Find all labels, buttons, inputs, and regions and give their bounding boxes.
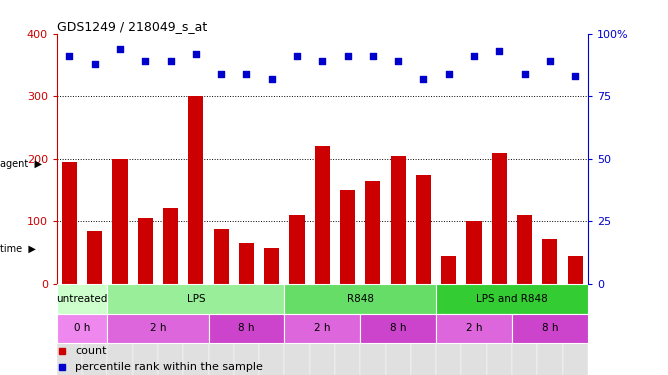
- Text: untreated: untreated: [56, 294, 108, 304]
- Bar: [208, 284, 234, 375]
- Point: [444, 71, 454, 77]
- Bar: [436, 314, 512, 343]
- Bar: [365, 181, 381, 284]
- Point: [140, 58, 151, 64]
- Bar: [517, 215, 532, 284]
- Bar: [391, 156, 405, 284]
- Bar: [492, 153, 507, 284]
- Bar: [537, 284, 562, 375]
- Bar: [335, 284, 360, 375]
- Bar: [188, 96, 204, 284]
- Bar: [512, 284, 537, 375]
- Bar: [462, 284, 487, 375]
- Bar: [214, 229, 228, 284]
- Bar: [108, 314, 208, 343]
- Point: [367, 53, 378, 59]
- Bar: [360, 284, 385, 375]
- Point: [165, 58, 176, 64]
- Point: [519, 71, 530, 77]
- Point: [342, 53, 353, 59]
- Text: LPS: LPS: [186, 294, 205, 304]
- Text: 2 h: 2 h: [314, 323, 331, 333]
- Bar: [108, 284, 133, 375]
- Bar: [163, 208, 178, 284]
- Bar: [57, 284, 108, 314]
- Point: [418, 76, 429, 82]
- Point: [267, 76, 277, 82]
- Bar: [360, 314, 436, 343]
- Text: 8 h: 8 h: [238, 323, 255, 333]
- Text: percentile rank within the sample: percentile rank within the sample: [75, 362, 263, 372]
- Point: [64, 53, 75, 59]
- Bar: [138, 218, 153, 284]
- Point: [115, 46, 126, 52]
- Bar: [568, 256, 582, 284]
- Bar: [57, 314, 108, 343]
- Bar: [259, 284, 285, 375]
- Bar: [542, 239, 558, 284]
- Bar: [285, 314, 360, 343]
- Text: 8 h: 8 h: [542, 323, 558, 333]
- Bar: [234, 284, 259, 375]
- Text: 2 h: 2 h: [466, 323, 482, 333]
- Bar: [183, 284, 208, 375]
- Point: [393, 58, 403, 64]
- Bar: [158, 284, 183, 375]
- Bar: [82, 284, 108, 375]
- Point: [570, 73, 580, 79]
- Bar: [239, 243, 254, 284]
- Bar: [385, 284, 411, 375]
- Point: [494, 48, 505, 54]
- Bar: [487, 284, 512, 375]
- Bar: [87, 231, 102, 284]
- Point: [241, 71, 252, 77]
- Bar: [310, 284, 335, 375]
- Point: [90, 61, 100, 67]
- Text: GDS1249 / 218049_s_at: GDS1249 / 218049_s_at: [57, 20, 207, 33]
- Text: 8 h: 8 h: [390, 323, 406, 333]
- Bar: [436, 284, 462, 375]
- Bar: [108, 284, 285, 314]
- Bar: [62, 162, 77, 284]
- Text: LPS and R848: LPS and R848: [476, 294, 548, 304]
- Bar: [285, 284, 436, 314]
- Text: agent  ▶: agent ▶: [0, 159, 42, 169]
- Bar: [416, 174, 431, 284]
- Bar: [208, 314, 285, 343]
- Point: [317, 58, 328, 64]
- Point: [292, 53, 303, 59]
- Bar: [315, 146, 330, 284]
- Bar: [264, 248, 279, 284]
- Point: [190, 51, 201, 57]
- Bar: [466, 221, 482, 284]
- Bar: [57, 284, 82, 375]
- Bar: [112, 159, 128, 284]
- Bar: [441, 256, 456, 284]
- Text: R848: R848: [347, 294, 373, 304]
- Text: time  ▶: time ▶: [0, 244, 36, 254]
- Bar: [436, 284, 588, 314]
- Bar: [411, 284, 436, 375]
- Bar: [340, 190, 355, 284]
- Text: 0 h: 0 h: [74, 323, 90, 333]
- Point: [216, 71, 226, 77]
- Text: 2 h: 2 h: [150, 323, 166, 333]
- Bar: [285, 284, 310, 375]
- Bar: [512, 314, 588, 343]
- Bar: [289, 215, 305, 284]
- Bar: [562, 284, 588, 375]
- Point: [544, 58, 555, 64]
- Point: [469, 53, 480, 59]
- Text: count: count: [75, 346, 107, 356]
- Bar: [133, 284, 158, 375]
